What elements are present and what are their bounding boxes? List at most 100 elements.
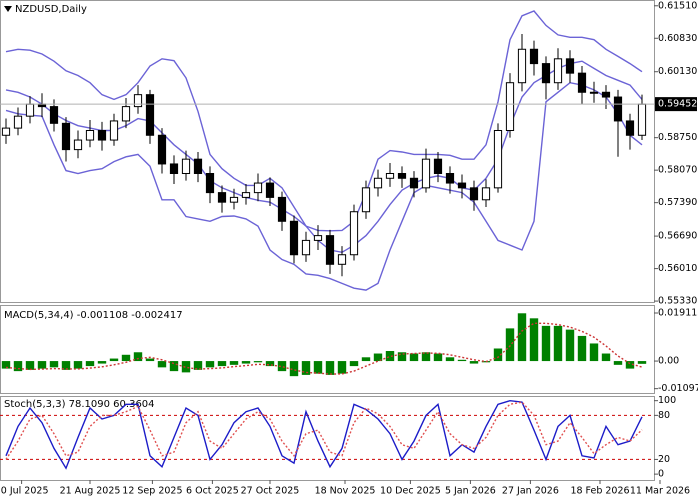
y-tick-label: 0 (658, 469, 664, 480)
candle-body (373, 177, 383, 189)
candle-body (397, 173, 407, 179)
macd-bar (589, 343, 599, 362)
y-tick-label: 0.58070 (658, 165, 697, 176)
candle-body (85, 129, 95, 141)
candle-body (49, 106, 59, 124)
macd-panel (0, 305, 655, 394)
macd-bar (217, 361, 227, 367)
macd-bar (361, 357, 371, 362)
y-tick-label: 20 (658, 454, 670, 465)
candle-body (277, 196, 287, 222)
candle-body (505, 82, 515, 131)
x-tick-label: 21 Aug 2025 (60, 486, 121, 497)
macd-bar (289, 361, 299, 377)
y-tick-label: 0.55330 (658, 296, 697, 307)
x-tick-label: 27 Jan 2026 (502, 486, 559, 497)
bollinger-band (5, 60, 643, 254)
y-tick-label: 100 (658, 395, 676, 406)
macd-bar (577, 335, 587, 362)
macd-bar (505, 328, 515, 362)
candle-body (493, 129, 503, 189)
candle-body (385, 173, 395, 179)
current-price-box (655, 97, 697, 112)
candle-body (601, 91, 611, 98)
y-tick-label: 0.56690 (658, 231, 697, 242)
candle-body (1, 127, 11, 136)
macd-bar (121, 354, 131, 362)
y-tick-label: 0.60830 (658, 33, 697, 44)
macd-title: MACD(5,34,4) -0.001108 -0.002417 (4, 310, 183, 321)
candle-body (325, 235, 335, 265)
macd-bar (37, 361, 47, 369)
stoch-panel (0, 396, 655, 481)
candle-body (97, 129, 107, 141)
stoch-line (5, 399, 643, 470)
macd-bar (301, 361, 311, 375)
candle-body (517, 48, 527, 84)
candle-body (145, 94, 155, 136)
macd-signal (5, 322, 643, 375)
macd-bar (205, 361, 215, 368)
macd-bar (85, 361, 95, 367)
candle-body (589, 91, 599, 94)
candle-body (409, 177, 419, 189)
macd-bar (313, 361, 323, 374)
macd-bar (553, 325, 563, 362)
candle-body (337, 254, 347, 265)
macd-bar (565, 329, 575, 362)
candle-body (553, 58, 563, 84)
y-tick-label: 0.56010 (658, 263, 697, 274)
macd-bar (601, 353, 611, 362)
price-panel (0, 0, 655, 303)
macd-bar (97, 361, 107, 364)
macd-bar (457, 359, 467, 362)
macd-bar (193, 361, 203, 370)
menu-icon (4, 6, 12, 12)
candle-body (73, 139, 83, 151)
macd-bar (445, 357, 455, 362)
macd-bar (265, 361, 275, 367)
candle-body (349, 211, 359, 256)
macd-bar (13, 361, 23, 372)
macd-bar (73, 361, 83, 369)
macd-bar (145, 358, 155, 362)
candle-body (169, 163, 179, 175)
candle-body (529, 48, 539, 65)
bollinger-band (5, 81, 643, 291)
macd-bar (469, 361, 479, 364)
x-tick-label: 18 Nov 2025 (315, 486, 376, 497)
y-tick-label: 0.00 (658, 356, 679, 367)
bollinger-band (5, 10, 643, 232)
candle-body (421, 158, 431, 189)
candle-body (13, 115, 23, 129)
macd-bar (109, 358, 119, 362)
macd-bar (337, 361, 347, 374)
macd-bar (133, 352, 143, 362)
macd-bar (433, 353, 443, 362)
macd-bar (409, 353, 419, 362)
candle-body (289, 220, 299, 256)
candle-body (229, 196, 239, 203)
x-tick-label: 6 Oct 2025 (186, 486, 239, 497)
macd-bar (25, 361, 35, 370)
y-tick-label: 80 (658, 410, 670, 421)
x-tick-label: 18 Feb 2026 (570, 486, 629, 497)
stoch-title: Stoch(5,3,3) 78.1090 60.3604 (4, 399, 155, 410)
candle-body (481, 187, 491, 201)
candle-body (265, 182, 275, 198)
y-tick-label: 0.61510 (658, 0, 697, 11)
y-tick-label: 0.60130 (658, 66, 697, 77)
x-tick-label: 11 Mar 2026 (630, 486, 690, 497)
macd-bar (529, 318, 539, 362)
candle-body (109, 120, 119, 141)
candle-body (541, 63, 551, 84)
candle-body (133, 94, 143, 108)
candle-body (469, 187, 479, 201)
candle-body (193, 158, 203, 175)
candle-body (157, 134, 167, 165)
candle-body (301, 239, 311, 256)
macd-bar (157, 361, 167, 368)
macd-bar (61, 361, 71, 370)
